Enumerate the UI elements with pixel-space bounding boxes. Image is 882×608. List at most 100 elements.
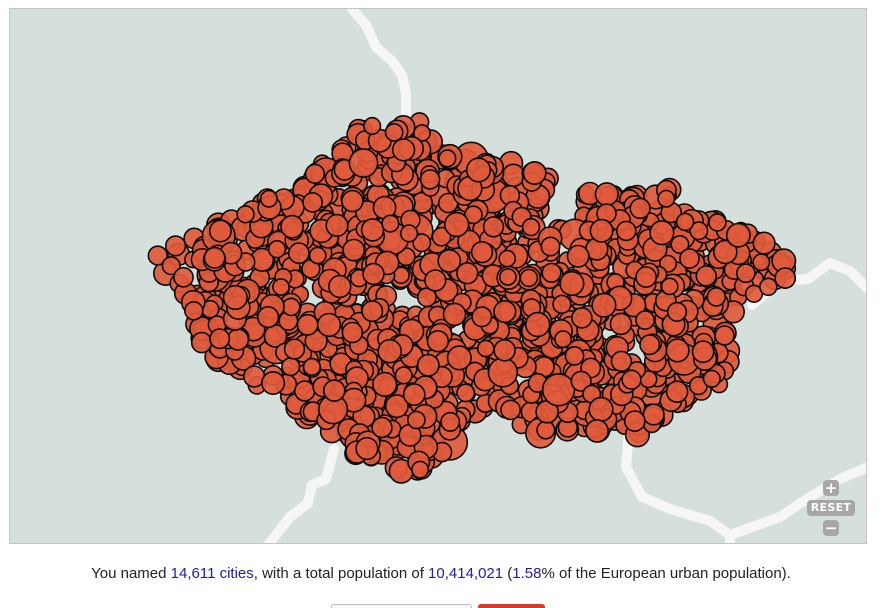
city-marker [675, 212, 695, 232]
city-marker [294, 380, 316, 402]
city-marker [566, 244, 590, 268]
city-marker [752, 253, 771, 272]
city-marker [639, 334, 661, 356]
city-marker [541, 262, 562, 283]
city-marker [259, 189, 278, 208]
city-marker [623, 410, 646, 433]
city-marker [341, 189, 364, 213]
city-marker [554, 330, 573, 349]
border-line-south-east [725, 462, 866, 540]
population-total: 10,414,021 [428, 565, 504, 582]
city-marker [272, 278, 290, 296]
city-marker [536, 420, 556, 440]
city-marker [691, 340, 715, 364]
city-marker [328, 274, 352, 299]
city-marker [540, 236, 561, 257]
city-marker [609, 312, 633, 336]
summary-middle: , with a total population of [253, 565, 429, 582]
city-marker [419, 169, 441, 190]
city-marker [316, 312, 342, 338]
city-marker [493, 338, 516, 362]
action-button-top[interactable] [478, 604, 545, 608]
city-marker [391, 138, 416, 162]
city-marker [570, 370, 592, 392]
city-marker [702, 369, 721, 388]
city-marker [635, 266, 658, 289]
city-marker [635, 310, 656, 331]
result-summary: You named 14,611 cities, with a total po… [0, 565, 882, 582]
city-marker [342, 238, 366, 262]
cities-word: cities [215, 565, 254, 582]
city-marker [589, 218, 614, 243]
city-marker [649, 220, 675, 246]
city-marker [498, 249, 517, 268]
city-marker [426, 330, 450, 353]
city-marker [476, 339, 495, 358]
city-marker [348, 148, 379, 178]
zoom-in-button[interactable]: + [823, 479, 839, 497]
zoom-out-button[interactable]: − [823, 519, 839, 537]
city-marker [371, 416, 393, 439]
city-marker [325, 213, 349, 237]
city-marker [341, 321, 364, 344]
city-marker [394, 366, 413, 385]
city-marker [431, 226, 452, 247]
city-marker [281, 357, 301, 377]
city-marker [629, 197, 651, 220]
city-marker [752, 231, 776, 255]
city-marker [482, 216, 505, 238]
city-marker [416, 353, 440, 377]
city-marker [377, 338, 403, 364]
city-marker [541, 373, 576, 407]
city-marker [302, 191, 324, 213]
city-marker [438, 149, 457, 168]
city-marker [402, 383, 426, 407]
city-marker [280, 214, 305, 239]
city-marker [257, 306, 280, 329]
city-marker [708, 213, 727, 232]
city-marker [736, 263, 756, 284]
city-marker [440, 411, 461, 432]
city-marker [372, 371, 398, 398]
city-marker [594, 182, 619, 207]
city-marker [774, 267, 797, 290]
city-marker [173, 266, 194, 288]
map-canvas[interactable] [10, 9, 867, 544]
city-marker [222, 284, 248, 311]
city-marker [465, 157, 492, 183]
city-marker [615, 220, 637, 242]
city-marker [406, 410, 426, 430]
city-marker [308, 246, 327, 265]
city-marker [642, 403, 665, 426]
city-marker [361, 300, 384, 323]
city-marker [522, 161, 547, 186]
city-marker [519, 268, 539, 288]
city-marker [190, 331, 213, 354]
city-marker [500, 399, 522, 421]
city-marker [559, 270, 585, 297]
city-marker [571, 307, 593, 329]
input-field-top[interactable] [331, 604, 472, 608]
city-marker [695, 265, 717, 287]
population-percent: 1.58 [512, 565, 542, 582]
city-marker [588, 396, 614, 423]
city-marker [524, 311, 551, 338]
city-marker [362, 262, 385, 286]
city-marker [147, 245, 169, 266]
city-marker [564, 345, 585, 366]
city-marker [203, 246, 226, 269]
reset-button[interactable]: RESET [806, 500, 856, 516]
city-marker [424, 269, 447, 292]
city-marker [165, 235, 187, 257]
city-marker [208, 219, 232, 243]
summary-paren: ( [503, 565, 513, 582]
map-view[interactable]: + RESET − [9, 8, 867, 544]
city-marker [226, 328, 250, 351]
city-marker [591, 292, 617, 318]
city-marker [355, 436, 379, 461]
city-marker [442, 302, 467, 327]
city-marker [184, 300, 204, 321]
city-marker [161, 256, 181, 276]
city-marker [621, 369, 642, 390]
city-marker [758, 277, 778, 297]
